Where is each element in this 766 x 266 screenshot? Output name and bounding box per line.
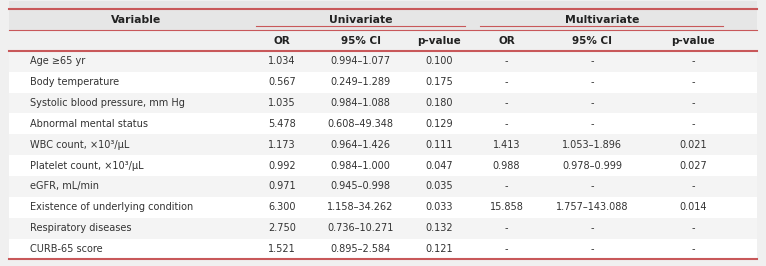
Text: Variable: Variable — [111, 15, 162, 25]
Bar — [9, 134, 757, 155]
Text: 1.413: 1.413 — [493, 140, 520, 150]
Text: Univariate: Univariate — [329, 15, 392, 25]
Text: 0.964–1.426: 0.964–1.426 — [331, 140, 391, 150]
Text: 1.173: 1.173 — [268, 140, 296, 150]
Text: 0.736–10.271: 0.736–10.271 — [327, 223, 394, 233]
Bar — [9, 0, 757, 30]
Text: 0.988: 0.988 — [493, 161, 520, 171]
Text: 0.971: 0.971 — [268, 181, 296, 192]
Text: -: - — [505, 119, 508, 129]
Text: 0.945–0.998: 0.945–0.998 — [331, 181, 391, 192]
Text: 0.180: 0.180 — [425, 98, 453, 108]
Text: Platelet count, ×10³/μL: Platelet count, ×10³/μL — [30, 161, 144, 171]
Text: 0.047: 0.047 — [425, 161, 453, 171]
Bar — [9, 218, 757, 239]
Text: 1.521: 1.521 — [268, 244, 296, 254]
Bar — [9, 93, 757, 114]
Text: 0.249–1.289: 0.249–1.289 — [330, 77, 391, 87]
Text: 0.984–1.088: 0.984–1.088 — [331, 98, 391, 108]
Text: -: - — [692, 56, 696, 66]
Text: 2.750: 2.750 — [268, 223, 296, 233]
Text: -: - — [505, 77, 508, 87]
Text: -: - — [505, 181, 508, 192]
Text: 0.129: 0.129 — [425, 119, 453, 129]
Text: 15.858: 15.858 — [489, 202, 523, 212]
Text: 0.021: 0.021 — [679, 140, 707, 150]
Text: 0.033: 0.033 — [425, 202, 453, 212]
Text: 0.111: 0.111 — [425, 140, 453, 150]
Text: Systolic blood pressure, mm Hg: Systolic blood pressure, mm Hg — [30, 98, 185, 108]
Text: -: - — [692, 244, 696, 254]
Text: Abnormal mental status: Abnormal mental status — [30, 119, 148, 129]
Text: Existence of underlying condition: Existence of underlying condition — [30, 202, 193, 212]
Text: -: - — [591, 77, 594, 87]
Text: -: - — [692, 223, 696, 233]
Text: 0.132: 0.132 — [425, 223, 453, 233]
Text: -: - — [692, 181, 696, 192]
Text: -: - — [591, 56, 594, 66]
Text: OR: OR — [498, 36, 515, 45]
Text: Body temperature: Body temperature — [30, 77, 119, 87]
Text: 0.992: 0.992 — [268, 161, 296, 171]
Text: 0.121: 0.121 — [425, 244, 453, 254]
Text: -: - — [591, 223, 594, 233]
Text: 1.034: 1.034 — [268, 56, 296, 66]
Text: -: - — [591, 181, 594, 192]
Text: 0.100: 0.100 — [425, 56, 453, 66]
Text: Respiratory diseases: Respiratory diseases — [30, 223, 132, 233]
Bar — [9, 51, 757, 72]
Text: Age ≥65 yr: Age ≥65 yr — [30, 56, 85, 66]
Bar — [9, 197, 757, 218]
Text: -: - — [505, 56, 508, 66]
Text: eGFR, mL/min: eGFR, mL/min — [30, 181, 99, 192]
Text: 95% CI: 95% CI — [572, 36, 613, 45]
Text: -: - — [591, 244, 594, 254]
Text: 1.158–34.262: 1.158–34.262 — [327, 202, 394, 212]
Text: 0.014: 0.014 — [679, 202, 707, 212]
Text: 0.027: 0.027 — [679, 161, 707, 171]
Text: -: - — [505, 244, 508, 254]
Text: 95% CI: 95% CI — [341, 36, 381, 45]
Text: Multivariate: Multivariate — [565, 15, 639, 25]
Text: -: - — [505, 98, 508, 108]
Text: -: - — [692, 119, 696, 129]
Text: -: - — [591, 119, 594, 129]
Text: OR: OR — [273, 36, 290, 45]
Bar — [9, 114, 757, 134]
Text: WBC count, ×10³/μL: WBC count, ×10³/μL — [30, 140, 129, 150]
Text: 0.035: 0.035 — [425, 181, 453, 192]
Text: -: - — [692, 77, 696, 87]
Bar — [9, 176, 757, 197]
Text: 0.608–49.348: 0.608–49.348 — [328, 119, 394, 129]
Text: p-value: p-value — [672, 36, 715, 45]
Text: CURB-65 score: CURB-65 score — [30, 244, 103, 254]
Text: 0.984–1.000: 0.984–1.000 — [331, 161, 391, 171]
Text: -: - — [591, 98, 594, 108]
Text: -: - — [505, 223, 508, 233]
Text: 0.567: 0.567 — [268, 77, 296, 87]
Text: -: - — [692, 98, 696, 108]
Text: 0.175: 0.175 — [425, 77, 453, 87]
Text: 0.994–1.077: 0.994–1.077 — [330, 56, 391, 66]
Bar — [9, 239, 757, 259]
Text: p-value: p-value — [417, 36, 461, 45]
Bar — [9, 155, 757, 176]
Text: 0.895–2.584: 0.895–2.584 — [330, 244, 391, 254]
Text: 1.053–1.896: 1.053–1.896 — [562, 140, 623, 150]
Text: 1.035: 1.035 — [268, 98, 296, 108]
Bar — [9, 72, 757, 93]
Text: 0.978–0.999: 0.978–0.999 — [562, 161, 623, 171]
Text: 5.478: 5.478 — [268, 119, 296, 129]
Text: 1.757–143.088: 1.757–143.088 — [556, 202, 629, 212]
Text: 6.300: 6.300 — [268, 202, 296, 212]
